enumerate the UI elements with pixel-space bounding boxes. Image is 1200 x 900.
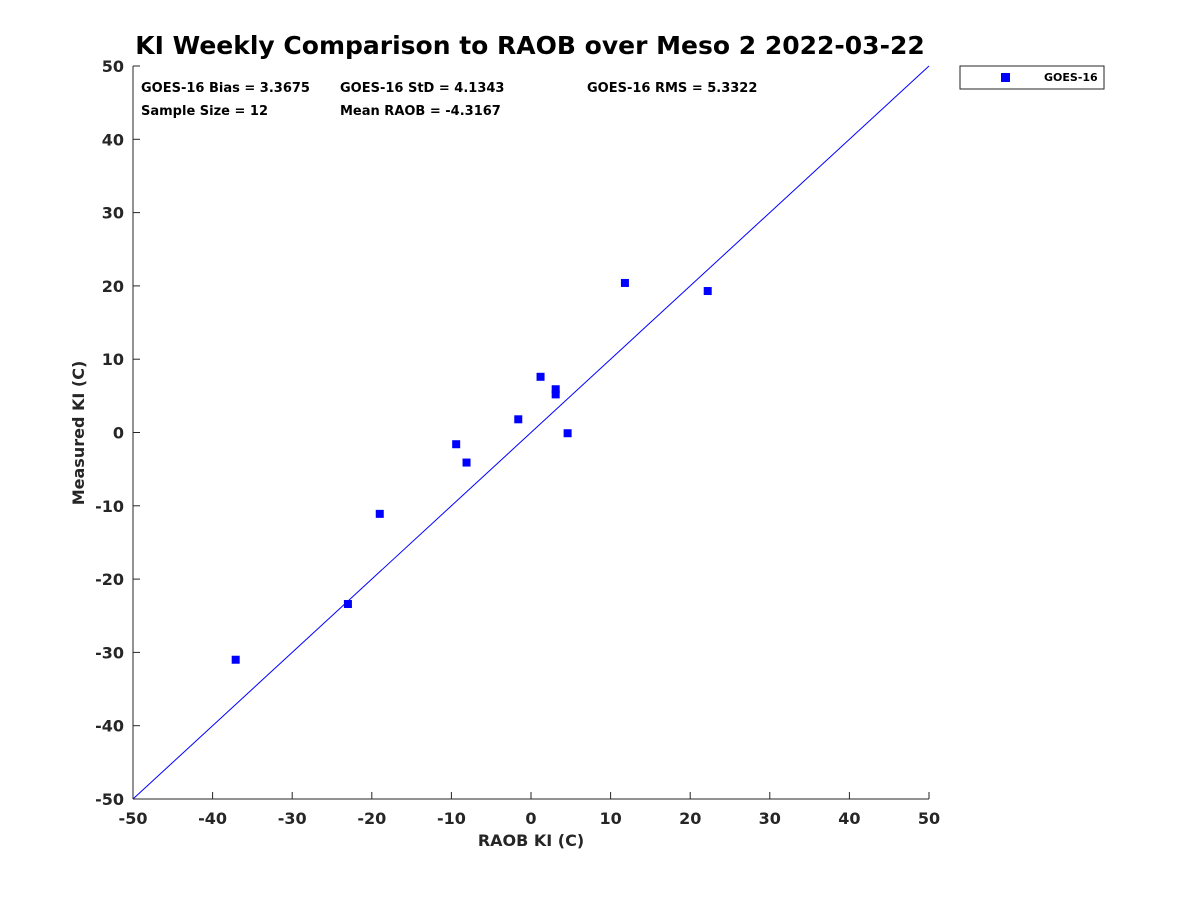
y-tick-label: -50 (95, 790, 124, 809)
y-axis-label: Measured KI (C) (69, 361, 88, 506)
reference-line (132, 65, 930, 800)
stat-rms: GOES-16 RMS = 5.3322 (587, 81, 757, 96)
y-tick-label: 10 (102, 350, 124, 369)
data-point (563, 429, 572, 438)
x-tick-label: 40 (838, 809, 860, 828)
stat-bias: GOES-16 Bias = 3.3675 (141, 81, 310, 96)
series-goes16-points (231, 278, 712, 664)
data-point (231, 655, 240, 664)
y-tick-label: -20 (95, 570, 124, 589)
y-tick-label: 40 (102, 130, 124, 149)
stat-mean-raob: Mean RAOB = -4.3167 (340, 104, 501, 119)
y-tick-label: -10 (95, 497, 124, 516)
legend: GOES-16 (959, 65, 1105, 90)
data-point (536, 372, 545, 381)
x-ticks: -50 -40 -30 -20 -10 0 10 20 30 40 50 (119, 792, 940, 828)
data-point (462, 458, 471, 467)
y-tick-label: 0 (113, 424, 124, 443)
x-tick-label: -10 (437, 809, 466, 828)
data-point (514, 415, 523, 424)
y-ticks: -50 -40 -30 -20 -10 0 10 20 30 40 50 (95, 57, 140, 809)
data-point (343, 600, 352, 609)
x-tick-label: 20 (679, 809, 701, 828)
y-tick-label: 30 (102, 204, 124, 223)
data-point (551, 385, 560, 394)
stat-std: GOES-16 StD = 4.1343 (340, 81, 504, 96)
x-tick-label: -30 (278, 809, 307, 828)
stats-annotations: GOES-16 Bias = 3.3675 GOES-16 StD = 4.13… (141, 81, 757, 119)
y-tick-label: -30 (95, 643, 124, 662)
data-point (452, 440, 461, 449)
y-tick-label: 20 (102, 277, 124, 296)
data-point (703, 287, 712, 296)
x-tick-label: -50 (119, 809, 148, 828)
x-axis-label: RAOB KI (C) (478, 831, 584, 850)
stat-sample-size: Sample Size = 12 (141, 104, 268, 119)
x-tick-label: 30 (759, 809, 781, 828)
x-tick-label: 0 (525, 809, 536, 828)
y-tick-label: 50 (102, 57, 124, 76)
x-tick-label: -40 (198, 809, 227, 828)
legend-marker-goes16 (1001, 73, 1010, 82)
chart-title: KI Weekly Comparison to RAOB over Meso 2… (135, 31, 924, 60)
legend-label-goes16: GOES-16 (1044, 71, 1098, 84)
y-tick-label: -40 (95, 717, 124, 736)
data-point (375, 509, 384, 518)
x-tick-label: 10 (599, 809, 621, 828)
x-tick-label: -20 (357, 809, 386, 828)
data-point (551, 390, 560, 399)
x-tick-label: 50 (918, 809, 940, 828)
data-point (620, 278, 629, 287)
legend-box (959, 65, 1105, 90)
